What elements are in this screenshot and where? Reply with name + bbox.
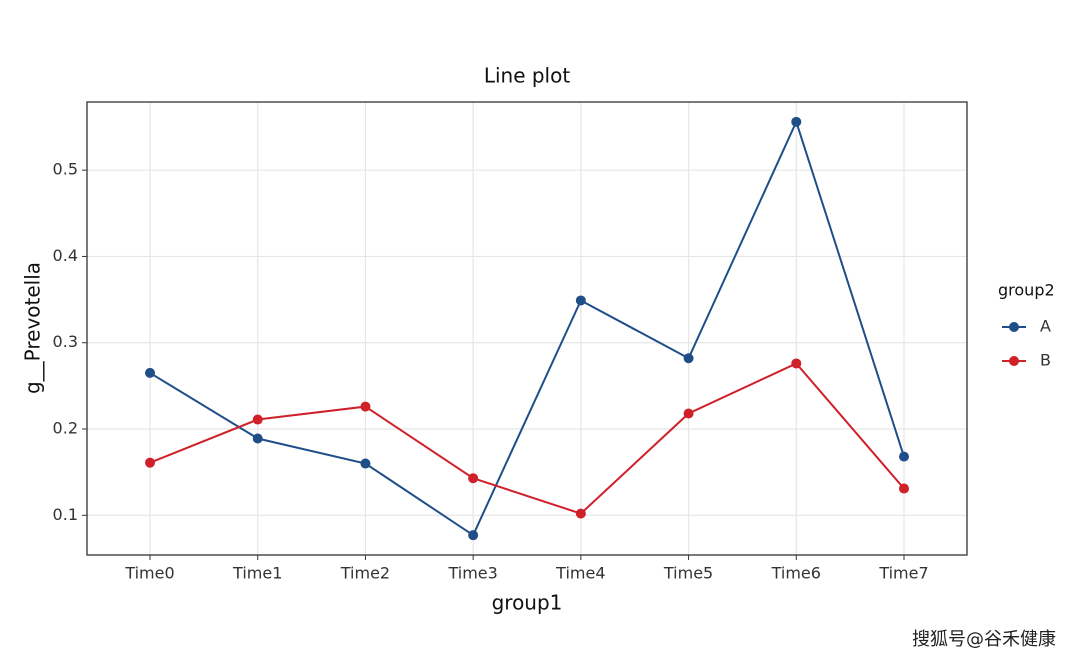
point — [252, 433, 263, 444]
watermark: 搜狐号@谷禾健康 — [912, 629, 1056, 650]
x-tick-label: Time2 — [340, 564, 390, 583]
chart-title: Line plot — [484, 64, 571, 88]
point — [252, 414, 263, 425]
point — [575, 295, 586, 306]
x-tick-label: Time4 — [555, 564, 605, 583]
y-tick-label: 0.4 — [53, 246, 78, 265]
y-tick-label: 0.2 — [53, 419, 78, 438]
x-tick-label: Time3 — [447, 564, 497, 583]
point — [898, 483, 909, 494]
point — [360, 401, 371, 412]
line — [149, 362, 905, 515]
x-tick-label: Time0 — [124, 564, 174, 583]
point — [145, 367, 156, 378]
y-tick-label: 0.5 — [53, 160, 78, 179]
point — [468, 530, 479, 541]
x-tick-label: Time5 — [663, 564, 713, 583]
legend-label: B — [1040, 351, 1051, 370]
point — [683, 408, 694, 419]
plot-border — [86, 101, 968, 556]
legend-point — [1009, 322, 1019, 332]
point — [145, 457, 156, 468]
point — [791, 358, 802, 369]
x-tick-label: Time7 — [878, 564, 928, 583]
y-axis-label: g__Prevotella — [21, 262, 45, 394]
point — [898, 451, 909, 462]
point — [360, 458, 371, 469]
legend-point — [1009, 356, 1019, 366]
plot-background — [87, 102, 967, 555]
line — [149, 119, 905, 537]
x-tick-label: Time6 — [771, 564, 821, 583]
legend-title: group2 — [998, 281, 1055, 300]
point — [791, 116, 802, 127]
y-tick-label: 0.3 — [53, 332, 78, 351]
x-tick-label: Time1 — [232, 564, 282, 583]
point — [468, 473, 479, 484]
legend-label: A — [1040, 317, 1051, 336]
x-axis-label: group1 — [492, 591, 563, 615]
point — [683, 353, 694, 364]
point — [575, 508, 586, 519]
y-tick-label: 0.1 — [53, 505, 78, 524]
